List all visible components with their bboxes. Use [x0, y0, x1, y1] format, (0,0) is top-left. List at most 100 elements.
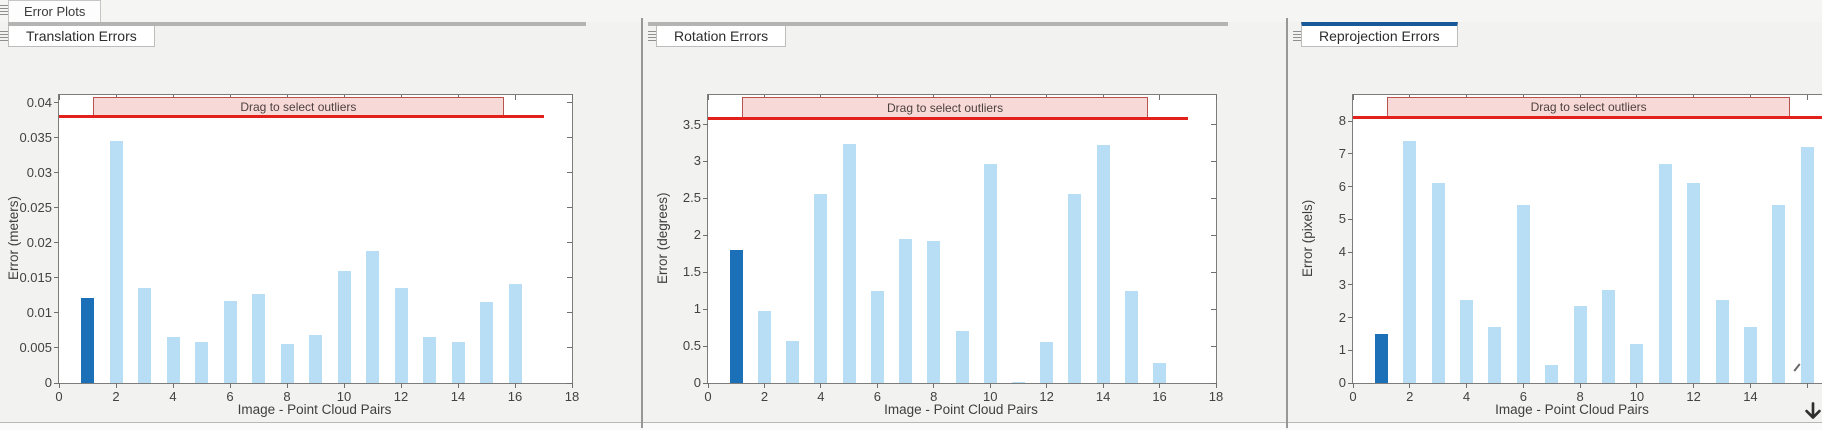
y-tick-label: 0 [1338, 375, 1346, 390]
bar[interactable] [252, 294, 265, 383]
y-tick [703, 197, 708, 199]
outlier-band[interactable]: Drag to select outliers [1387, 97, 1791, 118]
reprojection-errors-plot: 0 1 2 3 4 5 6 7 8 0 2 4 6 8 10 12 14 Drag to select outli… [1339, 94, 1822, 404]
y-axis-label: Error (meters) [6, 196, 21, 280]
bar[interactable] [729, 250, 743, 383]
x-tick-label: 4 [1462, 389, 1471, 404]
bar[interactable] [927, 241, 941, 383]
x-tick-label: 12 [393, 389, 409, 404]
x-tick-label: 8 [1576, 389, 1584, 404]
x-axis-label: Image - Point Cloud Pairs [884, 402, 1038, 417]
outlier-band-label: Drag to select outliers [887, 100, 1004, 115]
bar[interactable] [508, 284, 522, 383]
bar[interactable] [195, 342, 208, 383]
x-tick [876, 383, 878, 388]
bar[interactable] [899, 239, 913, 383]
bar[interactable] [955, 330, 969, 383]
bar[interactable] [1516, 204, 1530, 383]
x-tick [1409, 383, 1411, 388]
bar[interactable] [1040, 341, 1054, 383]
y-tick-label: 6 [1338, 178, 1346, 194]
bar[interactable] [138, 288, 151, 383]
bar[interactable] [1602, 289, 1615, 383]
bar[interactable] [1124, 290, 1138, 383]
bar[interactable] [1545, 365, 1559, 383]
bar[interactable] [166, 336, 180, 383]
drag-grip-icon[interactable] [0, 31, 8, 42]
panel-rotation-errors: Rotation Errors 0 0.5 1 1.5 2 2.5 3 3.5 0 2 4 6 8 10 1… [643, 22, 1286, 430]
bar[interactable] [1460, 299, 1474, 383]
x-tick-inner [514, 95, 516, 100]
tab-reprojection-errors-label: Reprojection Errors [1319, 28, 1440, 44]
x-tick [989, 383, 991, 388]
x-tick [229, 383, 231, 388]
outlier-band[interactable]: Drag to select outliers [93, 97, 504, 117]
bar[interactable] [223, 301, 237, 383]
bar[interactable] [81, 298, 94, 383]
bar[interactable] [870, 290, 884, 383]
tab-translation-errors[interactable]: Translation Errors [8, 26, 155, 47]
y-tick [703, 160, 708, 162]
x-tick [933, 383, 935, 388]
bar[interactable] [757, 310, 771, 383]
y-tick [54, 242, 59, 244]
x-tick [1215, 383, 1217, 388]
panel-divider[interactable] [1286, 18, 1288, 428]
threshold-line[interactable] [59, 115, 544, 119]
x-tick-label: 14 [1095, 389, 1111, 404]
y-tick [54, 312, 59, 314]
threshold-line[interactable] [708, 117, 1188, 121]
bar[interactable] [1573, 306, 1587, 383]
bar[interactable] [1658, 163, 1672, 383]
bar[interactable] [1743, 327, 1757, 383]
bar[interactable] [1630, 343, 1644, 383]
y-tick-label: 0 [44, 375, 52, 390]
bar[interactable] [366, 251, 379, 383]
drag-grip-icon[interactable] [648, 31, 656, 42]
bar[interactable] [1800, 147, 1814, 383]
bar[interactable] [109, 140, 123, 383]
outlier-band[interactable]: Drag to select outliers [741, 97, 1149, 119]
drag-grip-icon[interactable] [0, 5, 8, 16]
bar[interactable] [1403, 140, 1417, 383]
bar[interactable] [1096, 145, 1110, 383]
bar[interactable] [280, 344, 294, 383]
y-tick-label: 0.015 [19, 269, 52, 285]
x-tick [1102, 383, 1104, 388]
tab-rotation-errors[interactable]: Rotation Errors [656, 26, 787, 47]
panel-divider[interactable] [641, 18, 643, 428]
threshold-line[interactable] [1353, 116, 1822, 120]
panel-title-bar[interactable] [648, 22, 1228, 26]
bar[interactable] [1011, 381, 1025, 383]
y-tick [703, 382, 708, 384]
y-tick-label: 0.005 [19, 339, 52, 355]
bar[interactable] [451, 342, 465, 383]
x-tick [343, 383, 345, 388]
x-axis-label: Image - Point Cloud Pairs [237, 402, 392, 417]
panel-title-bar[interactable] [8, 22, 586, 26]
bar[interactable] [814, 193, 828, 383]
bar[interactable] [1687, 183, 1701, 383]
tab-reprojection-errors[interactable]: Reprojection Errors [1301, 22, 1458, 47]
bar[interactable] [1431, 183, 1445, 383]
bar[interactable] [480, 301, 493, 383]
x-tick [1579, 383, 1581, 388]
bar[interactable] [983, 164, 997, 383]
bar[interactable] [1068, 193, 1082, 383]
bar[interactable] [394, 288, 408, 383]
bar[interactable] [309, 335, 322, 383]
bar[interactable] [423, 337, 436, 383]
y-tick [1348, 153, 1353, 155]
bar[interactable] [1488, 327, 1502, 383]
bar[interactable] [337, 270, 351, 383]
bar[interactable] [1772, 204, 1786, 383]
tab-error-plots[interactable]: Error Plots [8, 0, 102, 22]
x-tick [286, 383, 288, 388]
drag-grip-icon[interactable] [1293, 31, 1301, 42]
bar[interactable] [1374, 333, 1388, 383]
bar[interactable] [786, 340, 800, 383]
bar[interactable] [1153, 363, 1167, 383]
bar[interactable] [1715, 299, 1729, 383]
x-tick-label: 4 [817, 389, 825, 404]
bar[interactable] [842, 144, 856, 383]
